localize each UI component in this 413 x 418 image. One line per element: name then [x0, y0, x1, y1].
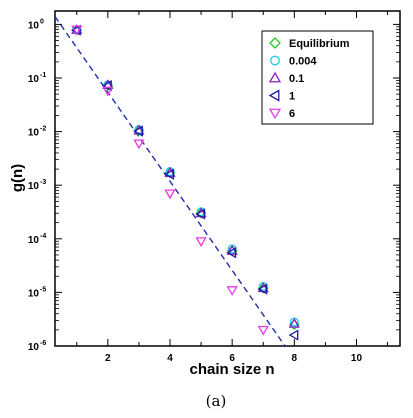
- legend-marker: [268, 71, 282, 83]
- data-point: [164, 168, 175, 180]
- data-point: [226, 247, 237, 259]
- y-tick-exponent: 0: [40, 18, 44, 25]
- x-tick-label: 4: [167, 353, 173, 364]
- x-tick-label: 2: [105, 353, 111, 364]
- data-point: [133, 125, 143, 137]
- y-tick-label: 10: [28, 342, 40, 353]
- legend-label: Equilibrium: [289, 38, 350, 50]
- y-tick-base: 10: [28, 128, 40, 139]
- legend: Equilibrium 0.004 0.1 1 6: [261, 30, 374, 125]
- data-point: [133, 139, 145, 150]
- y-tick-base: 10: [28, 342, 40, 353]
- y-tick-label: 10: [28, 20, 40, 31]
- y-tick-exponent: -4: [40, 233, 46, 240]
- y-tick-base: 10: [28, 235, 40, 246]
- x-tick-label: 6: [229, 353, 235, 364]
- data-point: [164, 189, 176, 200]
- fit-line: [55, 16, 286, 346]
- x-tick-label: 8: [292, 353, 298, 364]
- data-point: [288, 317, 300, 328]
- y-tick-label: 10: [28, 235, 40, 246]
- y-tick-label: 10: [28, 74, 40, 85]
- y-tick-exponent: -2: [40, 126, 46, 133]
- y-tick-exponent: -6: [40, 340, 46, 347]
- y-tick-exponent: -3: [40, 179, 46, 186]
- y-tick-exponent: -1: [40, 72, 46, 79]
- y-tick-base: 10: [28, 288, 40, 299]
- data-point: [257, 325, 269, 336]
- data-point: [288, 319, 300, 331]
- y-tick-label: 10: [28, 288, 40, 299]
- y-tick-label: 10: [28, 128, 40, 139]
- legend-label: 6: [289, 108, 295, 120]
- legend-marker: [268, 108, 282, 120]
- fit-line-layer: [55, 16, 286, 346]
- legend-marker: [270, 55, 280, 66]
- data-point: [226, 286, 238, 296]
- y-tick-base: 10: [28, 74, 40, 85]
- data-point: [226, 244, 238, 255]
- y-tick-exponent: -5: [40, 286, 46, 293]
- data-point: [71, 25, 83, 36]
- legend-label: 1: [289, 91, 295, 103]
- x-axis-title: chain size n: [189, 361, 274, 378]
- marker-layer: [70, 24, 300, 341]
- legend-label: 0.1: [289, 73, 304, 85]
- figure-caption: (a): [206, 392, 227, 410]
- legend-label: 0.004: [289, 56, 317, 68]
- data-point: [195, 208, 206, 220]
- legend-marker: [268, 89, 280, 102]
- data-point: [102, 86, 114, 97]
- y-tick-base: 10: [28, 20, 40, 31]
- x-tick-labels: 2 4 6 8 10: [105, 353, 362, 364]
- data-point: [257, 283, 268, 295]
- y-axis-title: g(n): [9, 164, 26, 192]
- y-tick-label: 10: [28, 181, 40, 192]
- data-point: [195, 237, 207, 248]
- x-tick-label: 10: [351, 353, 363, 364]
- y-tick-base: 10: [28, 181, 40, 192]
- axis-ticks: [55, 11, 400, 347]
- data-point: [288, 329, 299, 341]
- legend-marker: [269, 37, 281, 49]
- legend-box: [261, 30, 374, 125]
